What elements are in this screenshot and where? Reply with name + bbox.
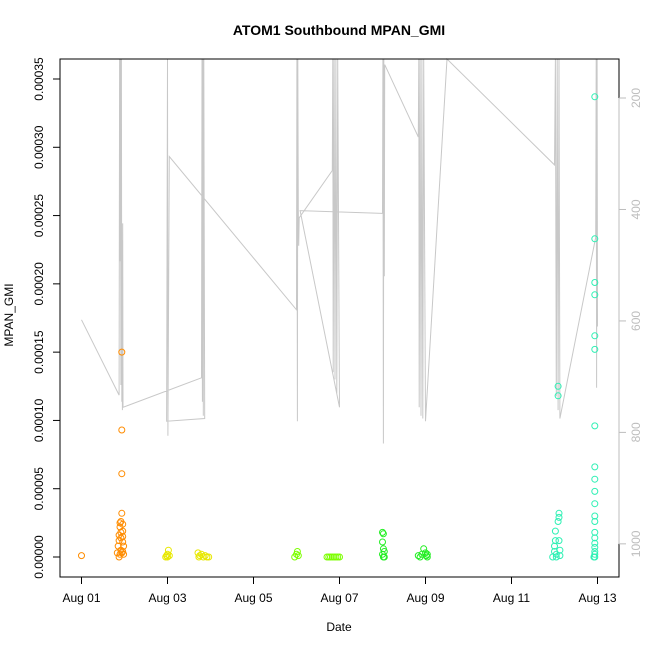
data-point xyxy=(591,550,599,558)
data-point xyxy=(591,93,599,101)
data-point xyxy=(552,550,560,558)
y-tick-label: 0.00020 xyxy=(32,262,46,306)
right-tick-label: 1000 xyxy=(629,530,643,557)
y-tick-label: 0.00015 xyxy=(32,330,46,374)
data-point xyxy=(164,550,171,558)
data-point xyxy=(554,392,562,400)
data-point xyxy=(591,539,599,547)
data-point xyxy=(422,552,430,560)
data-point xyxy=(117,534,125,542)
y-tick-label: 0.00005 xyxy=(32,467,46,511)
data-point xyxy=(591,534,599,542)
data-point xyxy=(119,520,127,528)
y-tick-label: 0.00000 xyxy=(32,535,46,579)
data-point xyxy=(293,548,301,555)
y-tick-label: 0.00035 xyxy=(32,57,46,101)
x-tick-label: Aug 11 xyxy=(493,591,530,605)
data-point xyxy=(591,543,599,551)
data-point xyxy=(379,538,386,546)
data-point xyxy=(118,348,126,356)
data-point xyxy=(551,527,559,535)
right-tick-label: 800 xyxy=(629,422,643,442)
data-point xyxy=(591,463,599,471)
data-point xyxy=(420,545,428,553)
data-point xyxy=(119,538,127,546)
x-tick-label: Aug 01 xyxy=(62,591,100,605)
data-point xyxy=(205,553,213,561)
data-point xyxy=(554,382,562,390)
x-axis-label: Date xyxy=(326,620,352,634)
y-axis: 0.00000 0.00005 0.00010 0.00015 0.00020 0.000… xyxy=(32,57,61,579)
chart-title: ATOM1 Southbound MPAN_GMI xyxy=(233,22,445,38)
data-point xyxy=(78,552,85,560)
data-point xyxy=(591,475,599,483)
data-point xyxy=(379,553,387,561)
data-point xyxy=(118,509,126,517)
data-point xyxy=(591,487,599,495)
data-point xyxy=(591,332,599,340)
x-tick-label: Aug 09 xyxy=(406,591,444,605)
data-point xyxy=(555,537,563,545)
data-point xyxy=(379,530,387,538)
y-tick-label: 0.00025 xyxy=(32,194,46,238)
y-axis-label: MPAN_GMI xyxy=(2,283,16,346)
right-tick-label: 600 xyxy=(629,311,643,331)
data-point xyxy=(555,509,563,517)
data-point xyxy=(118,426,126,434)
data-point xyxy=(164,553,171,561)
data-point xyxy=(551,537,559,545)
x-axis: Aug 01 Aug 03 Aug 05 Aug 07 Aug 09 Aug 11 Aug … xyxy=(62,576,617,605)
data-point xyxy=(591,422,599,430)
data-point xyxy=(294,552,302,560)
data-point xyxy=(556,552,564,560)
data-point xyxy=(591,553,599,561)
data-point xyxy=(591,279,599,286)
data-point xyxy=(423,550,431,558)
x-tick-label: Aug 13 xyxy=(578,591,616,605)
data-point xyxy=(591,500,599,508)
scatter-points xyxy=(78,93,599,561)
x-tick-label: Aug 07 xyxy=(320,591,358,605)
data-point xyxy=(199,553,207,561)
data-point xyxy=(165,552,173,560)
data-point xyxy=(591,291,599,299)
data-point xyxy=(119,527,127,535)
data-point xyxy=(379,528,386,536)
data-point xyxy=(423,553,431,561)
data-point xyxy=(591,235,599,243)
data-point xyxy=(196,552,204,560)
right-tick-label: 200 xyxy=(629,88,643,108)
y-tick-label: 0.00010 xyxy=(32,398,46,442)
right-tick-label: 400 xyxy=(629,199,643,219)
data-point xyxy=(201,552,209,560)
data-point xyxy=(552,553,560,561)
data-point xyxy=(118,470,126,478)
x-tick-label: Aug 05 xyxy=(234,591,272,605)
right-axis: 200 400 600 800 1000 xyxy=(618,88,643,557)
x-tick-label: Aug 03 xyxy=(148,591,186,605)
data-point xyxy=(336,553,343,561)
data-point xyxy=(555,513,563,521)
y-tick-label: 0.00030 xyxy=(32,125,46,169)
data-point xyxy=(591,345,599,353)
data-point xyxy=(591,518,599,525)
data-point xyxy=(554,518,562,525)
data-point xyxy=(414,552,422,560)
data-point xyxy=(556,546,564,554)
track-line xyxy=(81,57,598,444)
background-track xyxy=(81,57,598,444)
data-point xyxy=(115,553,123,561)
